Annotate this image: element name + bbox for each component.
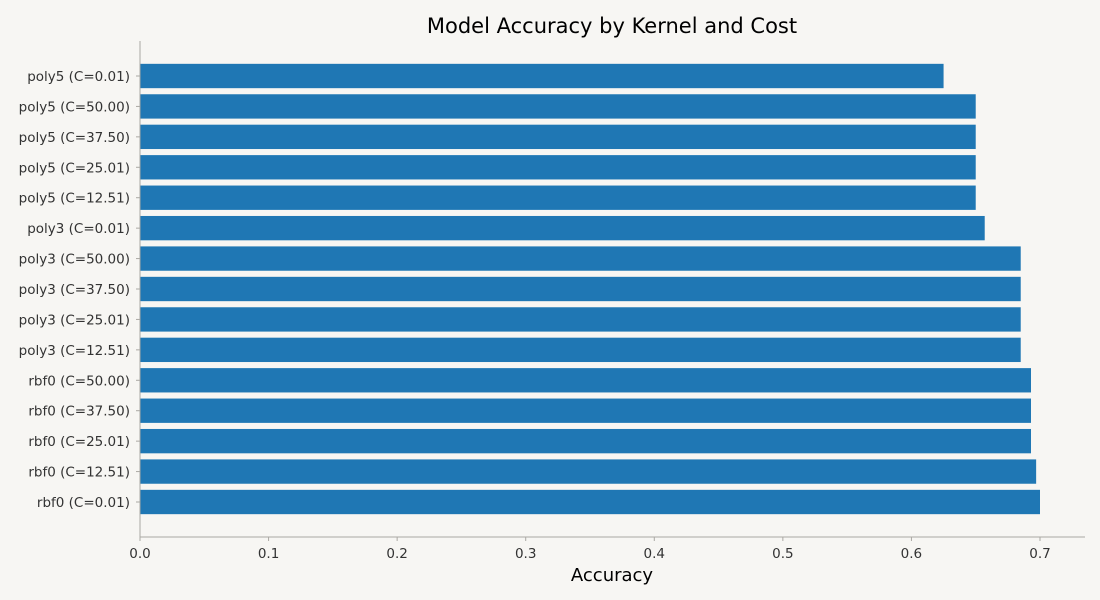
y-tick-label: poly5 (C=25.01) bbox=[19, 160, 130, 176]
x-tick-label: 0.0 bbox=[129, 546, 150, 562]
y-tick-labels: rbf0 (C=0.01) rbf0 (C=12.51) rbf0 (C=25.01… bbox=[19, 69, 140, 511]
bar bbox=[140, 428, 1031, 454]
y-tick-label: poly3 (C=25.01) bbox=[19, 312, 130, 328]
y-tick-label: poly5 (C=50.00) bbox=[19, 99, 130, 115]
x-tick-label: 0.6 bbox=[901, 546, 922, 562]
bar bbox=[140, 307, 1021, 332]
x-tick-label: 0.2 bbox=[386, 546, 407, 562]
y-tick-label: poly3 (C=50.00) bbox=[19, 252, 130, 268]
x-axis-label: Accuracy bbox=[571, 565, 654, 586]
bar bbox=[140, 398, 1031, 423]
bar bbox=[140, 185, 976, 210]
x-tick-label: 0.3 bbox=[515, 546, 536, 562]
bar bbox=[140, 94, 976, 119]
bar bbox=[140, 368, 1031, 393]
bars-group bbox=[140, 63, 1040, 515]
y-tick-label: rbf0 (C=37.50) bbox=[28, 404, 130, 420]
chart-title: Model Accuracy by Kernel and Cost bbox=[427, 14, 797, 38]
y-tick-label: poly3 (C=0.01) bbox=[27, 221, 130, 237]
y-tick-label: rbf0 (C=0.01) bbox=[37, 495, 130, 511]
x-tick-labels: 0.0 0.1 0.2 0.3 0.4 0.5 0.6 0.7 bbox=[129, 537, 1051, 562]
bar bbox=[140, 489, 1040, 515]
bar bbox=[140, 276, 1021, 302]
bar bbox=[140, 215, 985, 241]
y-tick-label: poly5 (C=37.50) bbox=[19, 130, 130, 146]
x-tick-label: 0.1 bbox=[258, 546, 279, 562]
y-tick-label: poly5 (C=12.51) bbox=[19, 191, 130, 207]
y-tick-label: poly5 (C=0.01) bbox=[27, 69, 130, 85]
bar bbox=[140, 155, 976, 180]
x-tick-label: 0.5 bbox=[772, 546, 793, 562]
y-tick-label: rbf0 (C=25.01) bbox=[28, 434, 130, 450]
y-tick-label: poly3 (C=12.51) bbox=[19, 343, 130, 359]
bar bbox=[140, 246, 1021, 271]
y-tick-label: rbf0 (C=50.00) bbox=[28, 373, 130, 389]
x-tick-label: 0.4 bbox=[644, 546, 665, 562]
bar bbox=[140, 337, 1021, 363]
bar bbox=[140, 63, 944, 89]
bar bbox=[140, 124, 976, 150]
x-tick-label: 0.7 bbox=[1029, 546, 1050, 562]
bar bbox=[140, 459, 1037, 484]
y-tick-label: poly3 (C=37.50) bbox=[19, 282, 130, 298]
y-tick-label: rbf0 (C=12.51) bbox=[28, 465, 130, 481]
